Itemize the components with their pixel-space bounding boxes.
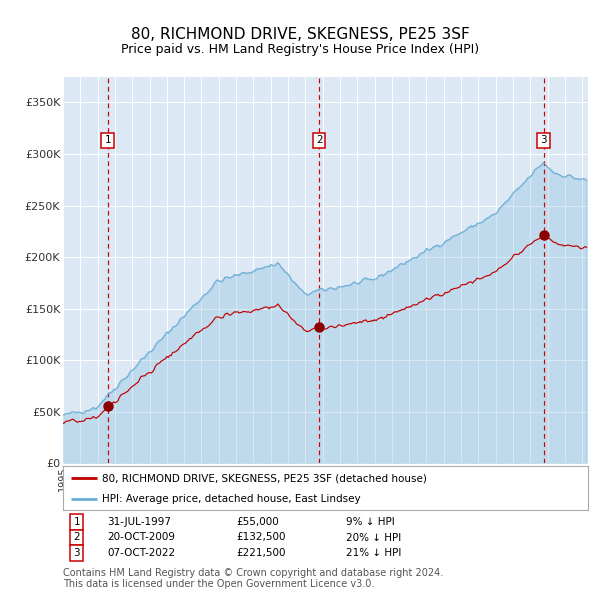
Text: 20-OCT-2009: 20-OCT-2009 bbox=[107, 533, 176, 542]
Text: 20% ↓ HPI: 20% ↓ HPI bbox=[347, 533, 402, 542]
Text: 80, RICHMOND DRIVE, SKEGNESS, PE25 3SF: 80, RICHMOND DRIVE, SKEGNESS, PE25 3SF bbox=[131, 27, 469, 42]
Text: 1: 1 bbox=[73, 517, 80, 527]
Text: 07-OCT-2022: 07-OCT-2022 bbox=[107, 548, 176, 558]
Text: 3: 3 bbox=[540, 136, 547, 146]
Text: 3: 3 bbox=[73, 548, 80, 558]
Text: Price paid vs. HM Land Registry's House Price Index (HPI): Price paid vs. HM Land Registry's House … bbox=[121, 43, 479, 56]
Text: 80, RICHMOND DRIVE, SKEGNESS, PE25 3SF (detached house): 80, RICHMOND DRIVE, SKEGNESS, PE25 3SF (… bbox=[103, 473, 427, 483]
Text: 31-JUL-1997: 31-JUL-1997 bbox=[107, 517, 172, 527]
Text: 9% ↓ HPI: 9% ↓ HPI bbox=[347, 517, 395, 527]
Text: Contains HM Land Registry data © Crown copyright and database right 2024.
This d: Contains HM Land Registry data © Crown c… bbox=[63, 568, 443, 589]
Text: £132,500: £132,500 bbox=[236, 533, 286, 542]
Text: 2: 2 bbox=[73, 533, 80, 542]
Text: HPI: Average price, detached house, East Lindsey: HPI: Average price, detached house, East… bbox=[103, 494, 361, 504]
Text: 1: 1 bbox=[104, 136, 111, 146]
Text: £55,000: £55,000 bbox=[236, 517, 279, 527]
Text: 2: 2 bbox=[316, 136, 323, 146]
Text: 21% ↓ HPI: 21% ↓ HPI bbox=[347, 548, 402, 558]
Text: £221,500: £221,500 bbox=[236, 548, 286, 558]
